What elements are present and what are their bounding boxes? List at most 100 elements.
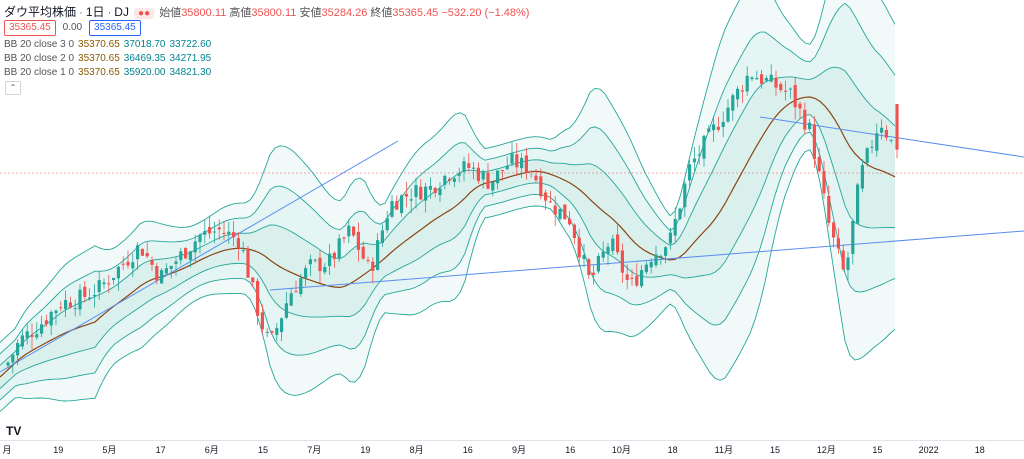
candle-up xyxy=(54,310,58,314)
candle-up xyxy=(337,238,341,258)
x-tick-label: 7月 xyxy=(307,445,321,455)
candle-up xyxy=(750,77,754,80)
candle-down xyxy=(539,176,543,197)
bb-lower-3 xyxy=(0,149,896,412)
candle-up xyxy=(160,270,164,284)
x-axis[interactable] xyxy=(0,440,1024,459)
candle-down xyxy=(793,85,797,108)
candle-down xyxy=(529,171,533,173)
candle-down xyxy=(779,84,783,90)
candle-up xyxy=(640,270,644,287)
candle-up xyxy=(673,218,677,236)
candle-up xyxy=(649,261,653,268)
x-tick-label: 6月 xyxy=(205,445,219,455)
candle-last xyxy=(895,104,899,150)
candle-up xyxy=(702,135,706,159)
candle-down xyxy=(107,283,111,285)
bb-lower-2 xyxy=(0,131,896,401)
candle-down xyxy=(140,249,144,256)
bb-fill-1 xyxy=(0,67,895,389)
candle-up xyxy=(505,166,509,170)
candle-up xyxy=(35,334,39,338)
candle-down xyxy=(625,274,629,280)
candle-down xyxy=(515,154,519,168)
more-icon[interactable]: ●● xyxy=(134,8,155,19)
bb-legend-2[interactable]: BB 20 close 2 0 35370.65 36469.35 34271.95 xyxy=(4,53,212,64)
candle-up xyxy=(390,201,394,217)
candle-down xyxy=(448,178,452,181)
bb-legend-1[interactable]: BB 20 close 1 0 35370.65 35920.00 34821.30 xyxy=(4,67,212,78)
candle-down xyxy=(630,277,634,279)
candle-down xyxy=(563,204,567,220)
candle-up xyxy=(64,300,68,310)
bb-legend-3[interactable]: BB 20 close 3 0 35370.65 37018.70 33722.60 xyxy=(4,39,212,50)
candle-down xyxy=(208,227,212,234)
candle-down xyxy=(803,109,807,130)
candle-up xyxy=(736,88,740,100)
candle-down xyxy=(371,261,375,271)
candle-up xyxy=(856,184,860,224)
candle-down xyxy=(332,252,336,259)
trend-line-0 xyxy=(0,140,399,373)
candle-up xyxy=(472,167,476,169)
candle-down xyxy=(356,231,360,250)
tradingview-logo-icon[interactable]: TV xyxy=(6,424,22,438)
candle-up xyxy=(764,78,768,81)
close-value: 35365.45 xyxy=(392,7,439,19)
candle-down xyxy=(798,103,802,109)
candle-up xyxy=(438,188,442,196)
candle-up xyxy=(174,261,178,264)
x-tick-label: 5月 xyxy=(102,445,116,455)
candle-down xyxy=(246,249,250,278)
x-tick-label: 12月 xyxy=(817,445,836,455)
candle-down xyxy=(486,172,490,189)
candle-down xyxy=(256,280,260,316)
buy-button[interactable]: 35365.45 xyxy=(89,20,141,36)
collapse-legend-button[interactable]: ⌃ xyxy=(5,81,21,95)
candle-up xyxy=(889,139,893,141)
candle-down xyxy=(817,157,821,171)
candle-down xyxy=(836,238,840,249)
candle-down xyxy=(121,263,125,265)
candle-down xyxy=(577,237,581,258)
candle-up xyxy=(304,268,308,279)
candle-down xyxy=(635,275,639,286)
spread-value: 0.00 xyxy=(62,22,83,33)
candle-up xyxy=(745,75,749,92)
candle-up xyxy=(280,318,284,332)
candle-up xyxy=(721,121,725,127)
x-tick-label: 10月 xyxy=(612,445,631,455)
x-tick-label: 2022 xyxy=(919,445,939,455)
candle-up xyxy=(462,161,466,172)
candle-up xyxy=(323,267,327,273)
candle-up xyxy=(659,255,663,258)
candle-up xyxy=(808,122,812,130)
interval-label[interactable]: 1日 xyxy=(85,5,105,19)
x-tick-label: 月 xyxy=(2,445,11,455)
candle-up xyxy=(611,238,615,251)
sell-button[interactable]: 35365.45 xyxy=(4,20,56,36)
candle-up xyxy=(428,185,432,190)
candle-down xyxy=(361,246,365,259)
candle-down xyxy=(841,250,845,270)
candle-down xyxy=(812,124,816,159)
bb-upper-2 xyxy=(0,2,896,355)
candle-up xyxy=(203,230,207,235)
candle-up xyxy=(520,157,524,169)
x-tick-label: 8月 xyxy=(410,445,424,455)
candle-up xyxy=(865,148,869,163)
symbol-name[interactable]: ダウ平均株価 xyxy=(4,5,77,19)
candle-up xyxy=(755,78,759,80)
candle-down xyxy=(294,291,298,293)
candle-up xyxy=(376,240,380,270)
x-tick-label: 15 xyxy=(258,445,268,455)
candle-down xyxy=(232,232,236,238)
candle-up xyxy=(851,221,855,254)
candle-up xyxy=(380,230,384,243)
candle-up xyxy=(692,158,696,163)
candle-down xyxy=(476,167,480,182)
candle-up xyxy=(452,178,456,182)
x-tick-label: 9月 xyxy=(512,445,526,455)
x-tick-label: 17 xyxy=(156,445,166,455)
